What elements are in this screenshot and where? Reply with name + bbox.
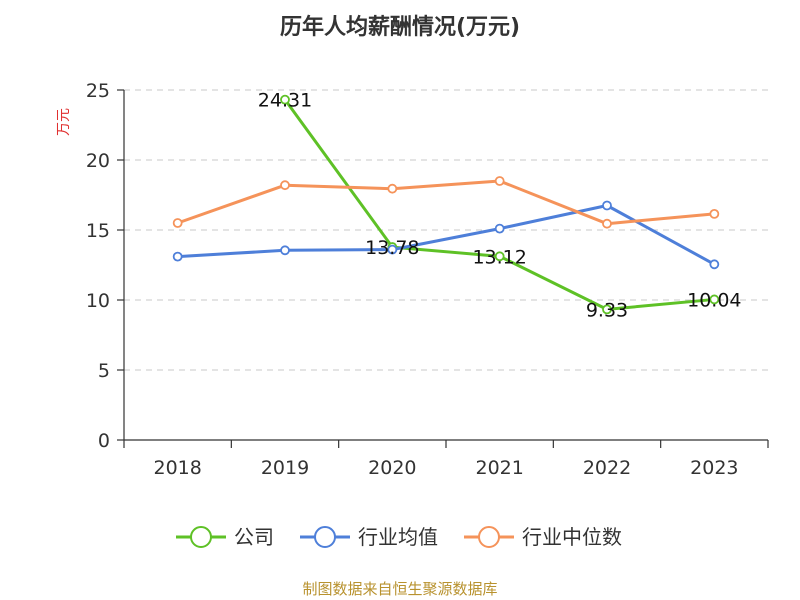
data-label-2022: 9.33 xyxy=(586,299,628,321)
y-tick-labels: 0 5 10 15 20 25 xyxy=(86,80,110,452)
legend-item-0[interactable]: 公司 xyxy=(176,525,274,549)
legend-marker-0 xyxy=(190,526,212,548)
chart-title: 历年人均薪酬情况(万元) xyxy=(280,14,520,40)
x-tick-label-2019: 2019 xyxy=(261,457,309,479)
series-1-point-2021 xyxy=(494,223,505,234)
series-1-point-2019 xyxy=(280,245,290,256)
y-tick-label-20: 20 xyxy=(86,150,110,172)
series-line-1 xyxy=(177,204,716,266)
y-tick-label-10: 10 xyxy=(86,290,110,312)
series-2-point-2019 xyxy=(280,180,290,191)
axes xyxy=(117,89,769,448)
series-2-point-2021 xyxy=(494,176,505,186)
legend-marker-1 xyxy=(314,526,336,548)
legend[interactable]: 公司 行业均值 行业中位数 xyxy=(176,525,622,549)
legend-item-1[interactable]: 行业均值 xyxy=(300,525,438,549)
data-label-2019: 24.31 xyxy=(258,90,312,112)
x-tick-label-2021: 2021 xyxy=(475,457,523,479)
x-tick-labels: 2018 2019 2020 2021 2022 2023 xyxy=(153,457,738,479)
series-0-point-2021 xyxy=(494,251,505,262)
legend-label-2: 行业中位数 xyxy=(522,525,622,549)
series-1-point-2022 xyxy=(602,200,612,211)
series-2-point-2023 xyxy=(709,208,720,219)
series-2-point-2020 xyxy=(387,183,398,194)
series-2-point-2018 xyxy=(172,218,183,228)
data-label-2020: 13.78 xyxy=(365,237,419,259)
series-0-point-2023 xyxy=(709,294,720,305)
legend-label-0: 公司 xyxy=(234,525,274,549)
series-points xyxy=(172,94,720,315)
series-1-point-2023 xyxy=(709,259,720,270)
y-tick-label-5: 5 xyxy=(98,360,110,382)
series-line-2 xyxy=(177,179,715,226)
data-label-2021: 13.12 xyxy=(472,246,526,268)
series-lines xyxy=(177,98,716,311)
x-tick-label-2018: 2018 xyxy=(153,457,201,479)
data-labels: 24.31 13.78 13.12 9.33 10.04 xyxy=(258,90,742,322)
source-note: 制图数据来自恒生聚源数据库 xyxy=(302,580,497,598)
y-tick-label-15: 15 xyxy=(86,220,110,242)
data-label-2023: 10.04 xyxy=(687,289,741,311)
x-tick-label-2022: 2022 xyxy=(583,457,631,479)
legend-label-1: 行业均值 xyxy=(358,525,438,549)
x-tick-label-2023: 2023 xyxy=(690,457,738,479)
x-tick-label-2020: 2020 xyxy=(368,457,416,479)
series-0-point-2022 xyxy=(602,304,612,315)
grid-lines xyxy=(124,89,768,371)
series-line-0 xyxy=(283,98,715,311)
series-1-point-2020 xyxy=(387,244,398,255)
y-tick-label-0: 0 xyxy=(98,430,110,452)
y-axis-label: 万元 xyxy=(56,108,72,136)
series-2-point-2022 xyxy=(602,218,612,229)
series-0-point-2019 xyxy=(280,94,290,105)
series-1-point-2018 xyxy=(172,251,183,262)
y-tick-label-25: 25 xyxy=(86,80,110,102)
legend-marker-2 xyxy=(478,526,500,548)
legend-item-2[interactable]: 行业中位数 xyxy=(464,525,622,549)
